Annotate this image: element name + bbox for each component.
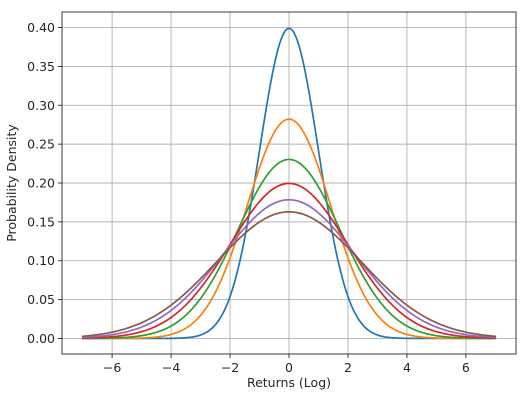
x-tick-label: 6	[462, 360, 470, 375]
y-tick-label: 0.25	[27, 137, 55, 152]
y-tick-label: 0.15	[27, 214, 55, 229]
x-tick-label: −6	[103, 360, 121, 375]
y-tick-label: 0.00	[27, 331, 55, 346]
x-tick-label: −2	[221, 360, 239, 375]
y-axis-label: Probability Density	[4, 124, 19, 242]
y-tick-label: 0.35	[27, 59, 55, 74]
y-tick-label: 0.30	[27, 98, 55, 113]
x-tick-label: 4	[403, 360, 411, 375]
y-tick-label: 0.05	[27, 292, 55, 307]
x-tick-label: 0	[285, 360, 293, 375]
density-curve-3	[81, 158, 497, 340]
series-lines	[81, 27, 497, 340]
y-tick-label: 0.40	[27, 20, 55, 35]
y-tick-label: 0.20	[27, 176, 55, 191]
y-tick-label: 0.10	[27, 253, 55, 268]
grid	[62, 12, 516, 354]
x-tick-label: −4	[162, 360, 180, 375]
density-curve-1	[81, 27, 497, 340]
x-axis-label: Returns (Log)	[247, 375, 331, 390]
density-curve-2	[81, 118, 497, 340]
density-curve-4	[81, 182, 497, 339]
x-tick-label: 2	[344, 360, 352, 375]
axis-ticks: −6 −4 −2 0 2 4 6 0.00 0.05 0.10 0.15 0.20 0.25 0.30 0.…	[27, 20, 470, 375]
density-curve-5	[81, 198, 497, 339]
density-curve-6	[81, 210, 497, 338]
